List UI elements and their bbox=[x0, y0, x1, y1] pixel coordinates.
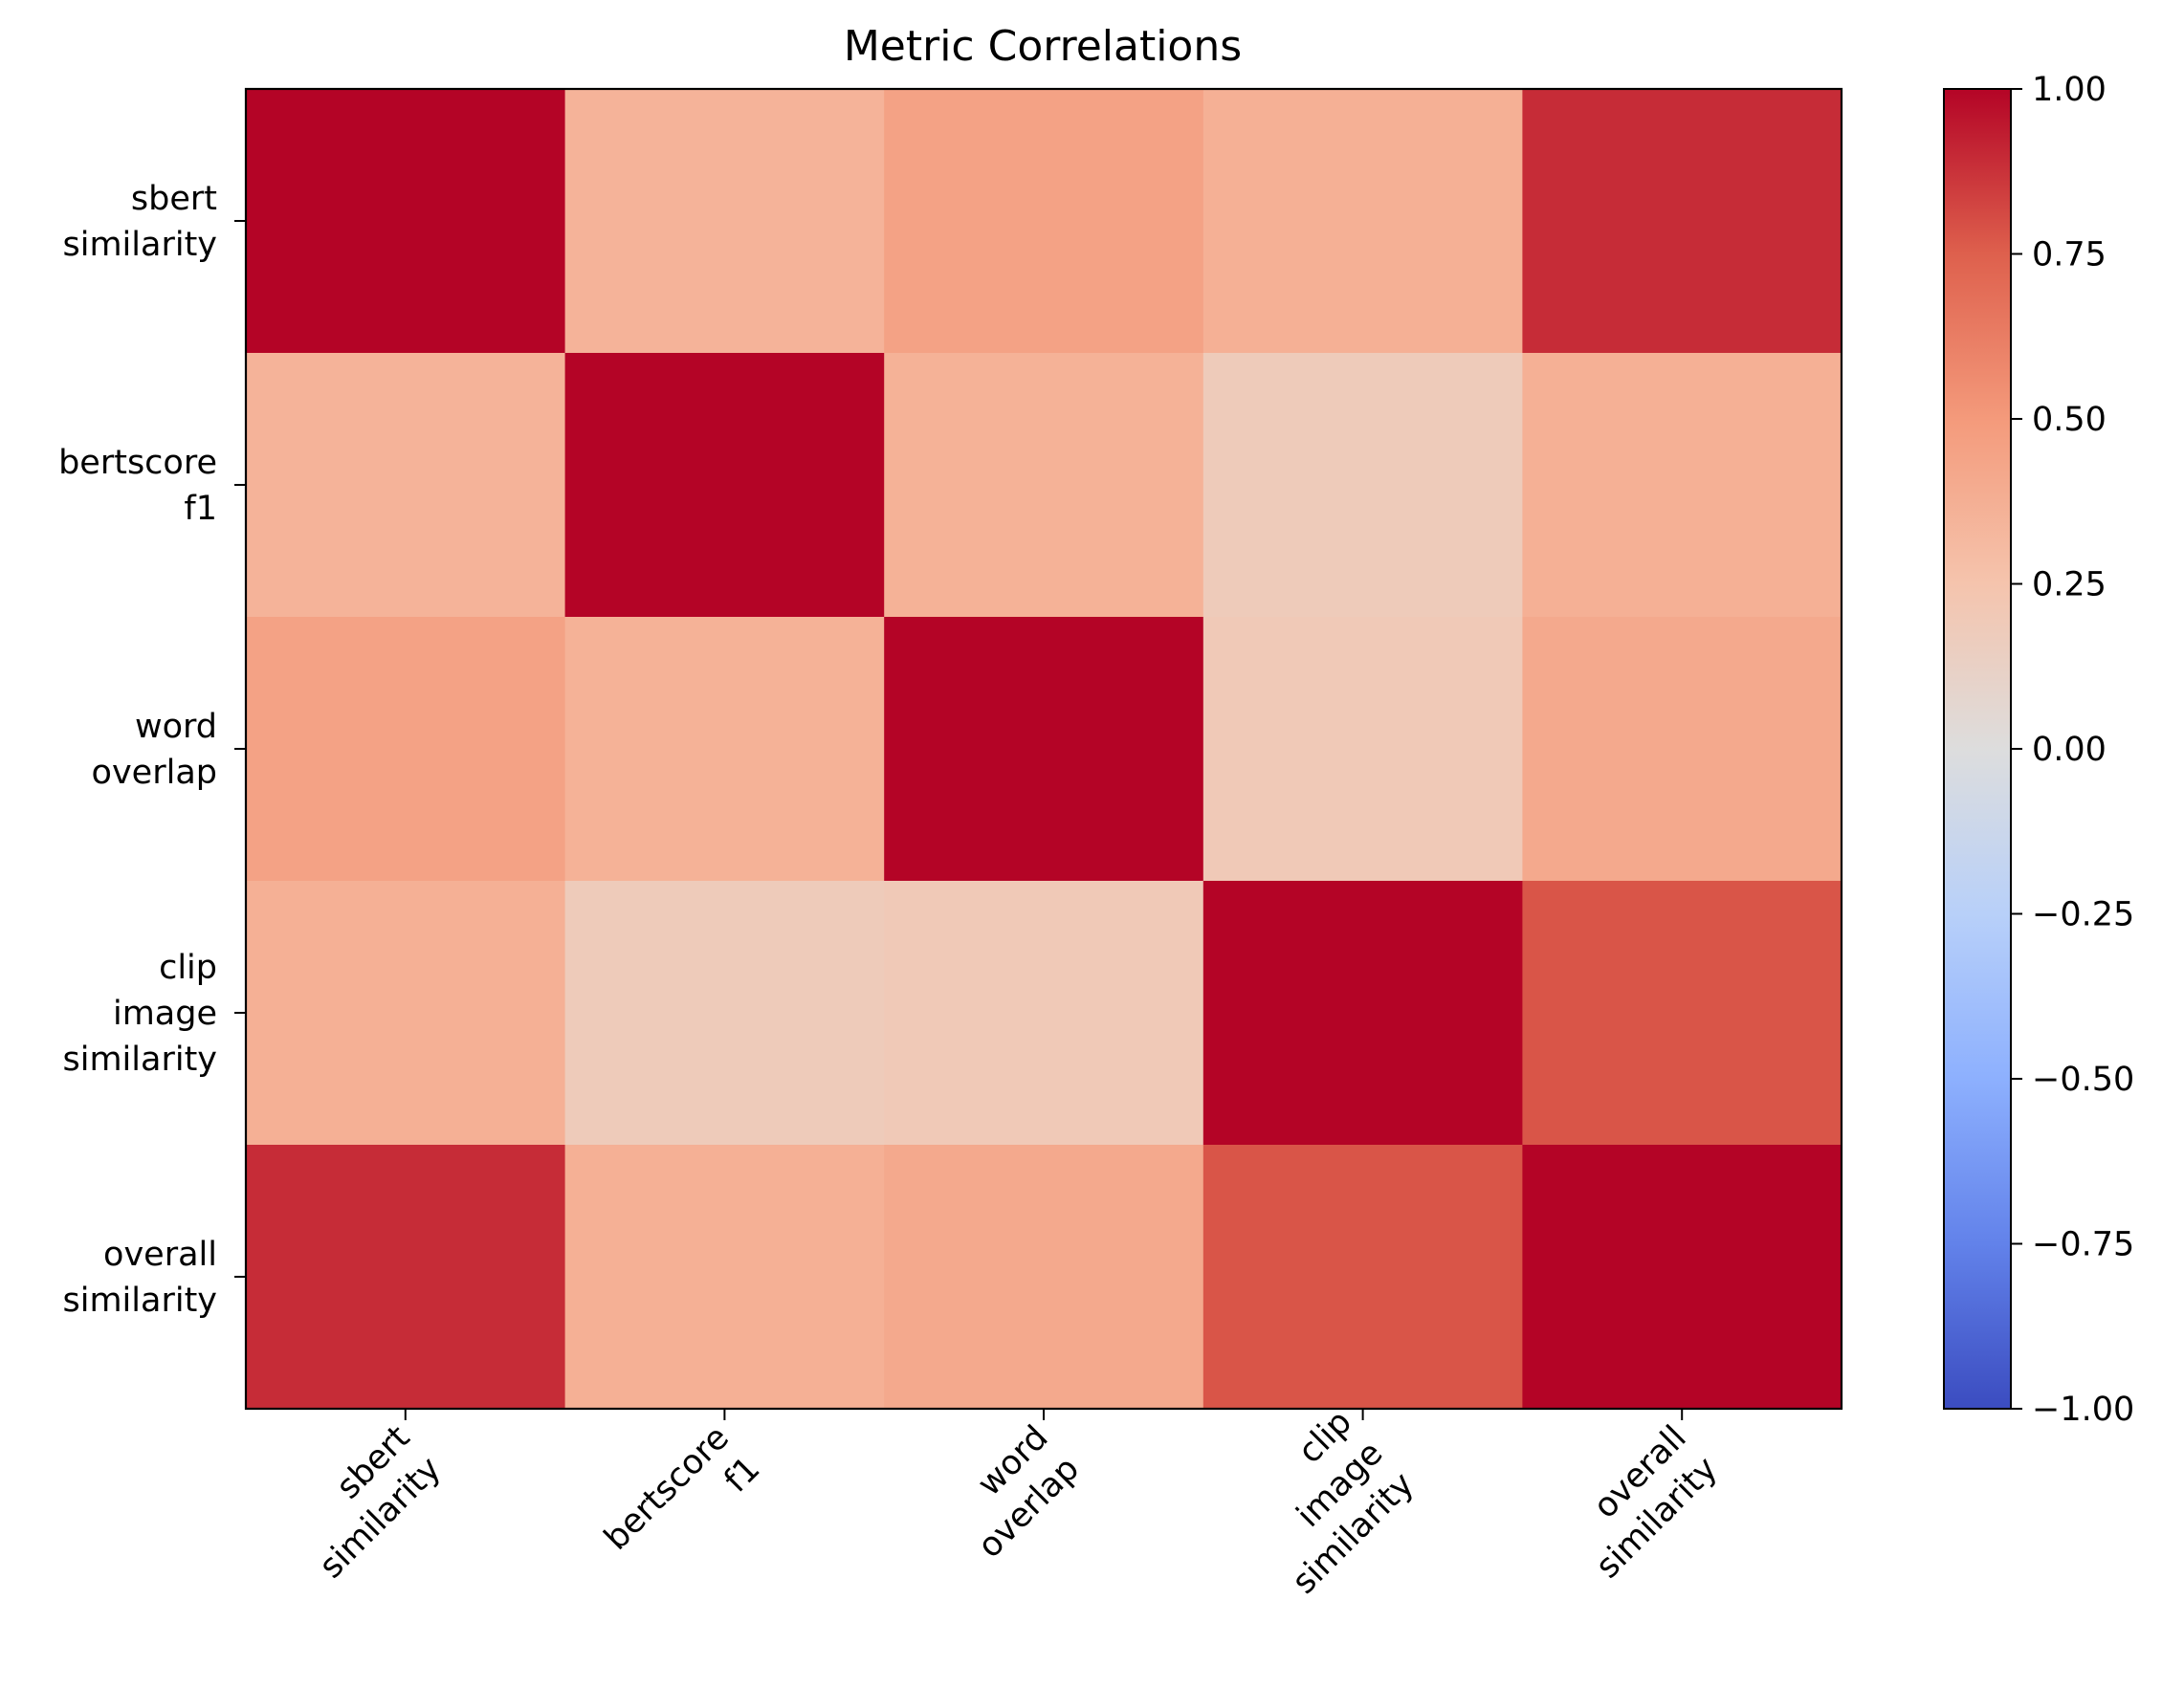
x-tick-label-group: wordoverlap bbox=[939, 1418, 1087, 1566]
y-tick-label: sbert similarity bbox=[63, 180, 218, 264]
heatmap-cell bbox=[1202, 881, 1523, 1146]
y-tick-label-line: overall bbox=[103, 1236, 217, 1274]
y-tick-label-line: similarity bbox=[63, 1282, 218, 1320]
heatmap-cell bbox=[1522, 89, 1842, 354]
colorbar-tick-label: −0.25 bbox=[2032, 896, 2134, 934]
colorbar-gradient bbox=[1944, 89, 2011, 1409]
heatmap-cell bbox=[884, 353, 1204, 618]
heatmap-cell bbox=[564, 881, 885, 1146]
y-tick-label-line: image bbox=[113, 995, 217, 1033]
heatmap-cell bbox=[884, 617, 1204, 882]
heatmap-cell bbox=[884, 881, 1204, 1146]
colorbar: 1.00 0.75 0.50 0.25 0.00 −0.25 −0.50 −0.75 −1.00 bbox=[1943, 71, 2134, 1429]
y-tick-label: overall similarity bbox=[63, 1236, 218, 1320]
heatmap-cell bbox=[246, 617, 566, 882]
y-tick-label: clip image similarity bbox=[63, 949, 218, 1079]
colorbar-tick-label: 0.00 bbox=[2032, 731, 2107, 769]
x-tick-label-group: sbertsimilarity bbox=[281, 1418, 449, 1586]
heatmap-cell bbox=[564, 353, 885, 618]
x-tick-label: sbertsimilarity bbox=[281, 1418, 449, 1586]
x-tick-label-group: bertscoref1 bbox=[597, 1418, 767, 1589]
x-axis-ticks: sbertsimilarity bertscoref1 wordoverlap cli… bbox=[281, 1403, 1725, 1602]
x-tick-label: overallsimilarity bbox=[1557, 1418, 1725, 1586]
heatmap-cell bbox=[1522, 353, 1842, 618]
colorbar-tick-label: 0.25 bbox=[2032, 566, 2107, 604]
heatmap-cell bbox=[1202, 1145, 1523, 1410]
heatmap-cell bbox=[1522, 1145, 1842, 1410]
y-tick-label-line: similarity bbox=[63, 226, 218, 264]
colorbar-tick-label: −1.00 bbox=[2032, 1391, 2134, 1429]
heatmap-cell bbox=[1202, 617, 1523, 882]
y-tick-label: bertscore f1 bbox=[58, 444, 217, 528]
heatmap-cell bbox=[1202, 353, 1523, 618]
heatmap-cell bbox=[246, 353, 566, 618]
heatmap-cell bbox=[1522, 617, 1842, 882]
heatmap-cell bbox=[246, 89, 566, 354]
x-tick-label: clipimagesimilarity bbox=[1223, 1403, 1422, 1602]
colorbar-tick-label: −0.50 bbox=[2032, 1061, 2134, 1099]
heatmap-cells bbox=[246, 89, 1842, 1410]
y-tick-label: word overlap bbox=[92, 708, 217, 792]
x-tick-label: bertscoref1 bbox=[597, 1418, 767, 1589]
y-tick-label-line: overlap bbox=[92, 754, 217, 792]
heatmap-cell bbox=[1522, 881, 1842, 1146]
heatmap-cell bbox=[564, 1145, 885, 1410]
colorbar-tick-label: 0.75 bbox=[2032, 236, 2107, 274]
heatmap-cell bbox=[564, 617, 885, 882]
y-tick-label-line: clip bbox=[159, 949, 217, 987]
y-tick-label-line: f1 bbox=[184, 490, 217, 528]
x-tick-label-line: bertscore bbox=[597, 1418, 737, 1558]
colorbar-tick-label: 0.50 bbox=[2032, 401, 2107, 439]
x-tick-label: wordoverlap bbox=[939, 1418, 1087, 1566]
colorbar-tick-label: 1.00 bbox=[2032, 71, 2107, 109]
heatmap-cell bbox=[884, 89, 1204, 354]
x-tick-label-group: clipimagesimilarity bbox=[1223, 1403, 1422, 1602]
heatmap-cell bbox=[1202, 89, 1523, 354]
heatmap-cell bbox=[246, 881, 566, 1146]
y-axis-ticks: sbert similarity bertscore f1 word overlap cli… bbox=[58, 180, 246, 1320]
x-tick-label-group: overallsimilarity bbox=[1557, 1418, 1725, 1586]
heatmap-cell bbox=[884, 1145, 1204, 1410]
y-tick-label-line: word bbox=[135, 708, 217, 746]
colorbar-tick-label: −0.75 bbox=[2032, 1226, 2134, 1264]
chart-title: Metric Correlations bbox=[844, 22, 1242, 71]
y-tick-label-line: similarity bbox=[63, 1041, 218, 1079]
y-tick-label-line: bertscore bbox=[58, 444, 217, 482]
heatmap-cell bbox=[246, 1145, 566, 1410]
y-tick-label-line: sbert bbox=[131, 180, 217, 218]
heatmap-cell bbox=[564, 89, 885, 354]
